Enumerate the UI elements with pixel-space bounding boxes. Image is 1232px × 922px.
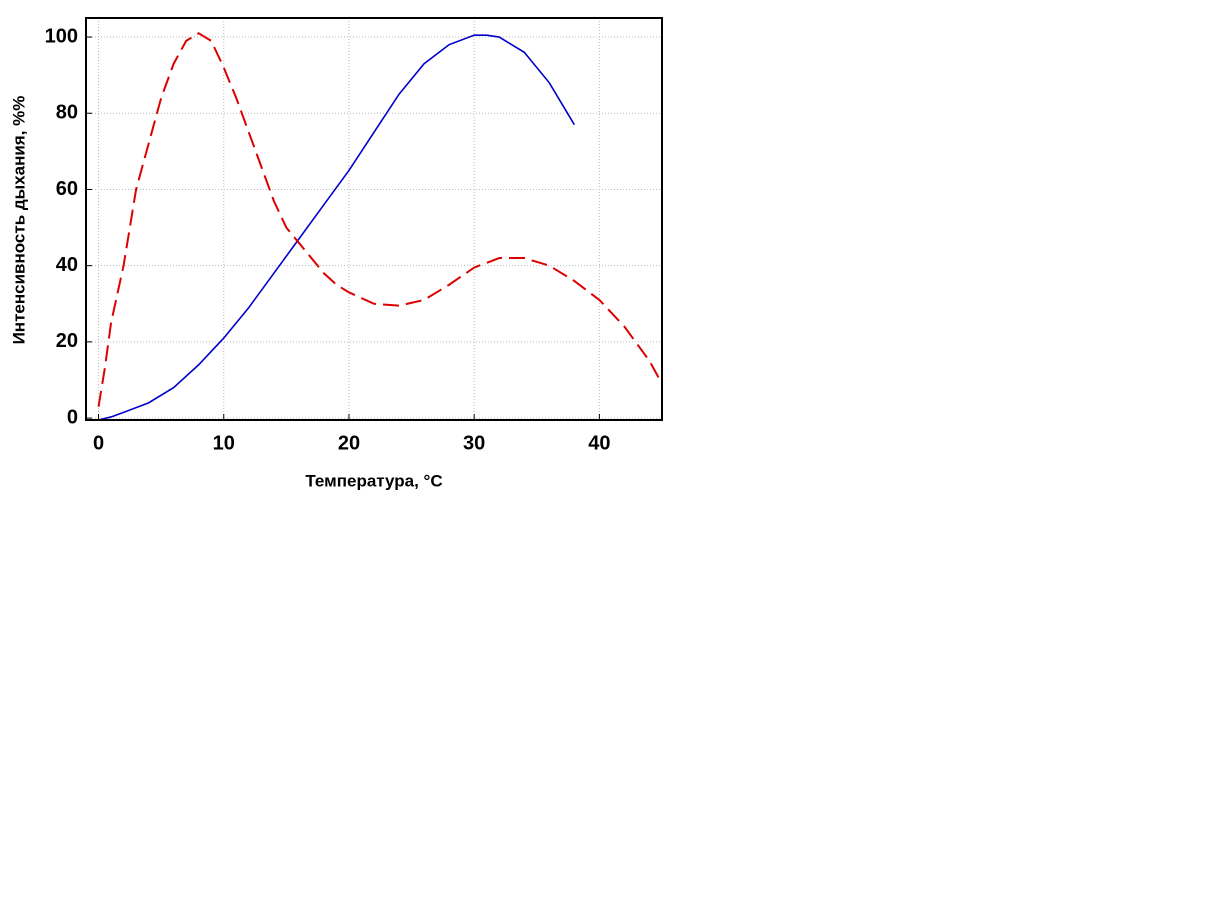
x-axis-label: Температура, °C bbox=[305, 471, 442, 490]
plot-frame bbox=[85, 17, 663, 421]
x-tick-label: 10 bbox=[213, 432, 235, 454]
data-line bbox=[97, 32, 662, 407]
x-tick-label: 20 bbox=[338, 432, 360, 454]
y-tick-label: 0 bbox=[67, 406, 78, 428]
y-tick-label: 100 bbox=[45, 25, 78, 47]
x-tick-label: 40 bbox=[588, 432, 610, 454]
data-line bbox=[98, 34, 576, 420]
x-tick-label: 0 bbox=[93, 432, 104, 454]
y-tick-label: 60 bbox=[56, 178, 78, 200]
y-tick-label: 20 bbox=[56, 330, 78, 352]
x-tick-label: 30 bbox=[463, 432, 485, 454]
y-tick-label: 80 bbox=[56, 102, 78, 124]
y-axis-label: Интенсивность дыхания, %% bbox=[9, 96, 28, 345]
y-tick-label: 40 bbox=[56, 254, 78, 276]
